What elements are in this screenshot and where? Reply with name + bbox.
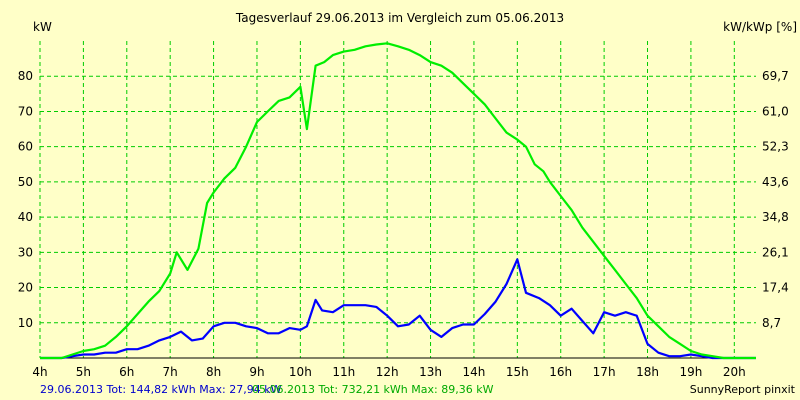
x-tick-label: 20h: [723, 365, 746, 379]
y-tick-label-left: 70: [18, 104, 33, 118]
y-tick-label-right: 52,3: [762, 140, 789, 154]
y-tick-label-right: 26,1: [762, 245, 789, 259]
x-tick-label: 7h: [163, 365, 178, 379]
y-tick-label-left: 50: [18, 175, 33, 189]
x-tick-label: 4h: [32, 365, 47, 379]
y-tick-label-right: 17,4: [762, 281, 789, 295]
x-tick-label: 18h: [636, 365, 659, 379]
footer-series1-summary: 29.06.2013 Tot: 144,82 kWh Max: 27,94 kW: [40, 383, 282, 396]
x-tick-label: 16h: [549, 365, 572, 379]
y-tick-label-right: 69,7: [762, 69, 789, 83]
x-tick-label: 19h: [679, 365, 702, 379]
chart-title: Tagesverlauf 29.06.2013 im Vergleich zum…: [235, 11, 564, 25]
series-line-2: [40, 42, 756, 360]
x-tick-label: 8h: [206, 365, 221, 379]
x-tick-label: 6h: [119, 365, 134, 379]
x-tick-label: 14h: [463, 365, 486, 379]
y-tick-label-left: 10: [18, 316, 33, 330]
series-line-1: [40, 258, 756, 360]
x-tick-label: 10h: [289, 365, 312, 379]
x-tick-label: 5h: [76, 365, 91, 379]
y-axis-right-label: kW/kWp [%]: [723, 20, 797, 34]
y-tick-label-left: 80: [18, 69, 33, 83]
footer-credit: SunnyReport pinxit: [690, 383, 796, 396]
y-tick-label-right: 61,0: [762, 104, 789, 118]
x-tick-label: 13h: [419, 365, 442, 379]
label-layer: Tagesverlauf 29.06.2013 im Vergleich zum…: [18, 11, 797, 396]
y-tick-label-right: 34,8: [762, 210, 789, 224]
x-tick-label: 15h: [506, 365, 529, 379]
grid-layer: [39, 41, 756, 358]
y-tick-label-right: 43,6: [762, 175, 789, 189]
footer-series2-summary: 05.06.2013 Tot: 732,21 kWh Max: 89,36 kW: [252, 383, 494, 396]
y-tick-label-right: 8,7: [762, 316, 781, 330]
series-layer: [40, 42, 756, 360]
y-axis-left-label: kW: [33, 20, 52, 34]
x-tick-label: 12h: [376, 365, 399, 379]
y-tick-label-left: 30: [18, 245, 33, 259]
y-tick-label-left: 20: [18, 281, 33, 295]
x-tick-label: 17h: [593, 365, 616, 379]
y-tick-label-left: 60: [18, 140, 33, 154]
x-tick-label: 11h: [332, 365, 355, 379]
x-tick-label: 9h: [249, 365, 264, 379]
y-tick-label-left: 40: [18, 210, 33, 224]
